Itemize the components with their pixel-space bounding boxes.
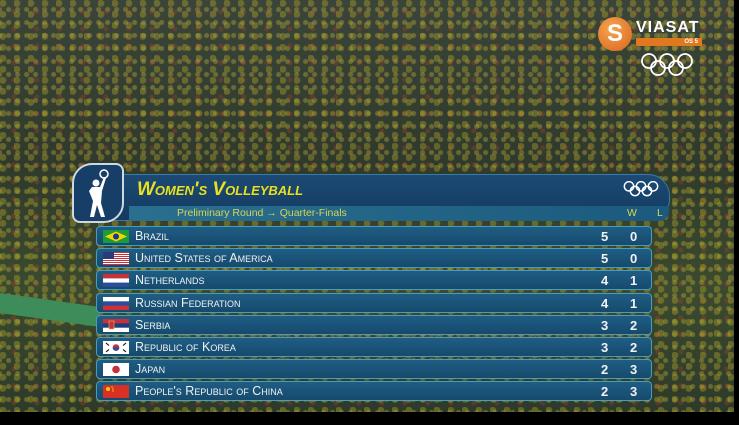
country-name: United States of America bbox=[135, 251, 273, 266]
losses-value: 0 bbox=[630, 229, 638, 244]
standings-row: Brazil 5 0 bbox=[96, 226, 652, 246]
volleyball-pictogram-icon bbox=[72, 163, 124, 223]
olympic-rings-icon bbox=[641, 53, 693, 76]
netherlands-flag-icon bbox=[103, 274, 129, 288]
serbia-flag-icon bbox=[103, 318, 129, 332]
standings-row: Russian Federation 4 1 bbox=[96, 292, 652, 313]
wins-value: 3 bbox=[601, 317, 609, 333]
broadcaster-logo: S VIASAT OS 5 bbox=[598, 17, 703, 77]
olympic-rings-icon bbox=[623, 181, 659, 197]
wins-value: 5 bbox=[601, 251, 609, 267]
standings-row: Netherlands 4 1 bbox=[96, 270, 652, 291]
china-flag-icon bbox=[103, 385, 129, 399]
broadcaster-name: VIASAT bbox=[636, 19, 700, 36]
wins-value: 2 bbox=[601, 362, 609, 378]
court-edge bbox=[0, 292, 100, 328]
country-name: Republic of Korea bbox=[135, 339, 236, 354]
country-name: Brazil bbox=[135, 229, 169, 243]
losses-value: 2 bbox=[630, 317, 638, 333]
losses-value: 3 bbox=[630, 362, 638, 378]
losses-value: 3 bbox=[630, 384, 638, 400]
country-name: Japan bbox=[135, 362, 166, 377]
wins-value: 3 bbox=[601, 339, 609, 355]
country-name: Netherlands bbox=[135, 273, 205, 288]
wins-value: 2 bbox=[601, 384, 609, 400]
round-label: Preliminary Round → Quarter-Finals bbox=[177, 207, 347, 219]
country-name: People's Republic of China bbox=[135, 384, 283, 399]
viasat-logo-icon: S bbox=[598, 17, 632, 51]
korea-flag-icon bbox=[103, 340, 129, 354]
usa-flag-icon bbox=[103, 252, 129, 266]
wins-header: W bbox=[627, 207, 637, 219]
japan-flag-icon bbox=[103, 363, 129, 377]
losses-value: 2 bbox=[630, 339, 638, 355]
standings-row: United States of America 5 0 bbox=[96, 248, 652, 269]
losses-value: 1 bbox=[630, 295, 638, 311]
standings-row: People's Republic of China 2 3 bbox=[96, 381, 652, 402]
standings-row: Japan 2 3 bbox=[96, 359, 652, 380]
graphic-header: Women's Volleyball Preliminary Round → Q… bbox=[100, 174, 670, 221]
video-frame: S VIASAT OS 5 Women's Volleyball Prelimi… bbox=[0, 0, 734, 412]
standings-table: Brazil 5 0 United States of America 5 0 Nether… bbox=[96, 226, 652, 404]
losses-value: 1 bbox=[630, 273, 638, 289]
country-name: Russian Federation bbox=[135, 295, 241, 310]
channel-name: OS 5 bbox=[636, 38, 702, 46]
wins-value: 5 bbox=[601, 229, 609, 244]
country-name: Serbia bbox=[135, 317, 171, 332]
brazil-flag-icon bbox=[103, 230, 129, 243]
losses-header: L bbox=[657, 207, 663, 219]
wins-value: 4 bbox=[601, 295, 609, 311]
losses-value: 0 bbox=[630, 251, 638, 267]
round-bar: Preliminary Round → Quarter-Finals W L bbox=[129, 206, 669, 221]
russia-flag-icon bbox=[103, 296, 129, 310]
standings-row: Serbia 3 2 bbox=[96, 314, 652, 335]
standings-row: Republic of Korea 3 2 bbox=[96, 336, 652, 357]
wins-value: 4 bbox=[601, 273, 609, 289]
graphic-title: Women's Volleyball bbox=[137, 179, 304, 200]
